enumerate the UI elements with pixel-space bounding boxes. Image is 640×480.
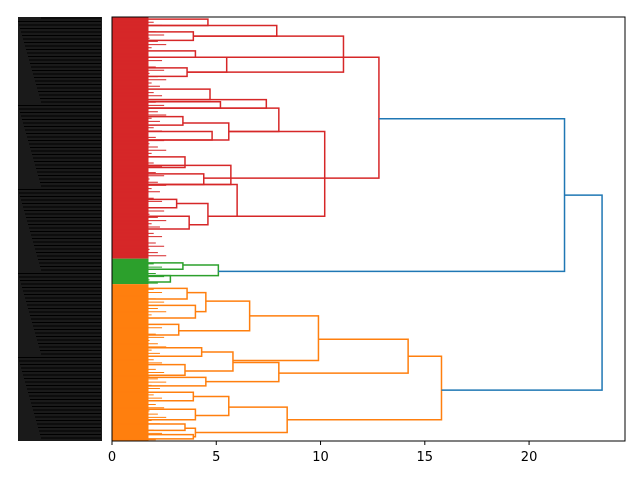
link-green-1 xyxy=(148,262,184,271)
link-orange-c xyxy=(184,351,234,372)
link-top-red-green xyxy=(218,118,566,273)
link-orange-b xyxy=(178,300,251,332)
x-tick-2-label: 10 xyxy=(312,450,329,465)
link-orange-c2 xyxy=(148,363,186,377)
dendrogram-links xyxy=(148,18,603,440)
link-green-root xyxy=(148,264,220,277)
link-red-b2 xyxy=(148,67,188,78)
link-red-d1 xyxy=(148,115,184,126)
link-orange-a xyxy=(187,291,207,313)
link-orange-e2 xyxy=(148,408,197,421)
x-tick-4-label: 20 xyxy=(521,450,538,465)
link-orange-a1 xyxy=(148,287,188,300)
link-red-f2 xyxy=(148,215,190,230)
link-red-cdef xyxy=(207,130,326,218)
leaf-labels xyxy=(18,17,102,441)
x-tick-1: 5 xyxy=(212,441,220,465)
link-red-ab xyxy=(187,35,345,73)
link-red-a xyxy=(148,24,278,37)
link-red-ef xyxy=(148,183,238,218)
link-red-root xyxy=(148,56,380,179)
plot-frame xyxy=(111,16,626,442)
x-tick-0-label: 0 xyxy=(108,450,116,465)
x-tick-0: 0 xyxy=(108,441,116,465)
link-orange-e1 xyxy=(148,391,195,402)
link-red-c1 xyxy=(148,88,211,101)
link-red-a2 xyxy=(148,31,195,42)
link-red-f1 xyxy=(148,198,178,209)
x-tick-4: 20 xyxy=(521,441,538,465)
x-tick-2: 10 xyxy=(312,441,329,465)
x-axis-ticks: 0 5 10 15 20 xyxy=(108,441,537,465)
link-red-a1 xyxy=(148,18,209,27)
x-tick-3: 15 xyxy=(417,441,434,465)
link-red-e1 xyxy=(148,156,186,169)
link-top-root xyxy=(441,194,603,391)
link-orange-root xyxy=(287,355,443,421)
link-red-f xyxy=(176,202,209,226)
link-red-b1 xyxy=(148,50,197,59)
axes xyxy=(111,16,626,442)
link-orange-e xyxy=(193,395,230,417)
link-red-cd xyxy=(148,107,280,133)
link-orange-cd xyxy=(205,361,280,383)
link-orange-c1 xyxy=(148,346,203,357)
link-red-c xyxy=(148,98,268,109)
x-tick-3-label: 15 xyxy=(417,450,434,465)
link-orange-abcd xyxy=(278,338,409,374)
x-tick-1-label: 5 xyxy=(212,450,220,465)
link-orange-d xyxy=(148,376,207,387)
link-red-d2 xyxy=(148,130,213,141)
link-red-d xyxy=(148,122,230,141)
link-orange-ef xyxy=(195,406,288,434)
link-orange-ab xyxy=(232,315,320,362)
link-orange-f2 xyxy=(148,433,195,440)
link-orange-f1 xyxy=(148,423,186,432)
link-orange-b1 xyxy=(148,323,180,336)
